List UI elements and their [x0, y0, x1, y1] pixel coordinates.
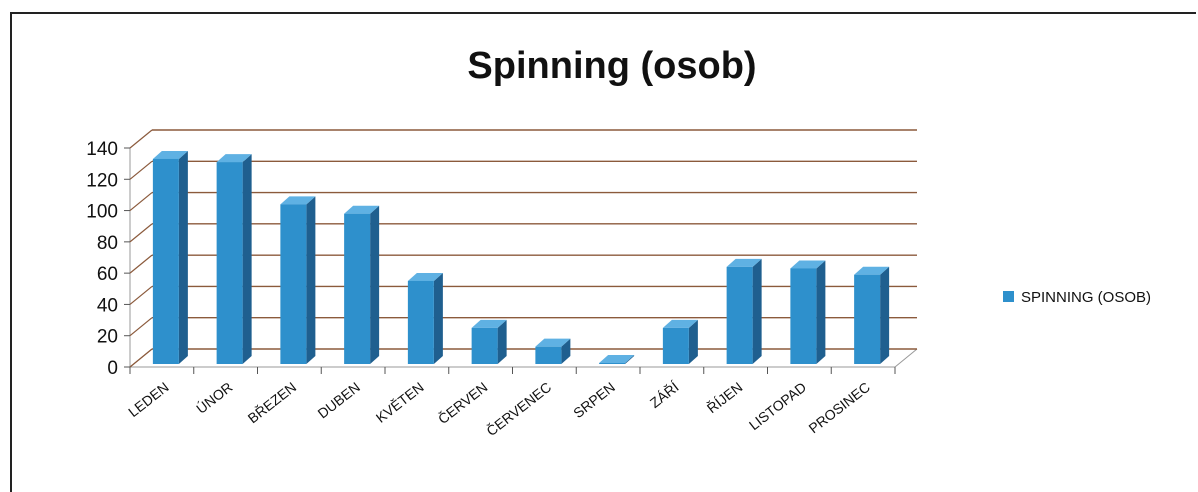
bar-side [370, 205, 380, 364]
bar-front [471, 327, 498, 364]
bar-side [880, 266, 890, 364]
bar [535, 338, 571, 364]
x-tick-label: ZÁŘÍ [647, 379, 682, 411]
bar-top [662, 319, 698, 328]
x-tick-label: SRPEN [570, 379, 618, 421]
bar-front [854, 274, 881, 364]
chart-frame [10, 12, 1196, 492]
bar-top [344, 205, 380, 214]
bar-side [242, 154, 252, 364]
y-tick-label: 120 [86, 170, 118, 191]
x-tick-label: BŘEZEN [245, 379, 300, 427]
bar [280, 196, 316, 364]
bar-side [752, 258, 762, 364]
bar-side [816, 260, 826, 364]
bar-front [344, 213, 371, 364]
y-tick-label: 20 [97, 327, 118, 348]
y-tick-label: 40 [97, 295, 118, 316]
bar-side [306, 196, 316, 364]
bar [344, 205, 380, 364]
bar-front [216, 162, 243, 364]
y-tick-label: 0 [107, 358, 118, 379]
bar-front [726, 266, 753, 364]
bar-top [280, 196, 316, 205]
legend: SPINNING (OSOB) [1003, 289, 1151, 306]
bar [854, 266, 890, 364]
chart-title: Spinning (osob) [467, 45, 756, 87]
bar-side [625, 355, 635, 364]
legend-swatch [1003, 291, 1014, 302]
bar [152, 150, 188, 364]
bar-top [726, 258, 762, 267]
bar [726, 258, 762, 364]
x-tick-label: LEDEN [125, 379, 172, 420]
y-tick-label: 140 [86, 139, 118, 160]
bar [216, 154, 252, 364]
bar [471, 319, 507, 364]
bar [662, 319, 698, 364]
bar-top [790, 260, 826, 269]
bar-top [599, 355, 635, 363]
bar-side [688, 319, 698, 364]
bar-front [662, 327, 689, 364]
bar-side [178, 150, 188, 364]
bar-top [471, 319, 507, 328]
bar-top [216, 154, 252, 163]
x-tick-label: ČERVENEC [483, 379, 554, 439]
bar-front [152, 158, 179, 364]
x-tick-label: KVĚTEN [373, 379, 427, 426]
legend-label: SPINNING (OSOB) [1021, 289, 1151, 306]
x-tick-label: PROSINEC [805, 379, 872, 437]
bar-front [790, 268, 817, 364]
bar-side [561, 338, 571, 364]
bar-top [152, 150, 188, 159]
bar-side [433, 272, 443, 364]
bar-top [407, 272, 443, 281]
y-tick-label: 100 [86, 202, 118, 223]
bar-front [280, 204, 307, 364]
y-tick-label: 60 [97, 264, 118, 285]
bar [599, 355, 635, 364]
x-tick-label: ČERVEN [435, 379, 491, 427]
x-tick-label: ŘÍJEN [704, 379, 746, 417]
x-tick-label: ÚNOR [193, 379, 235, 417]
bar-front [535, 346, 562, 364]
y-tick-label: 80 [97, 233, 118, 254]
bar [790, 260, 826, 364]
bar-top [854, 266, 890, 275]
bar-top [535, 338, 571, 347]
bar-front [407, 280, 434, 364]
bar-front [599, 363, 626, 364]
bar [407, 272, 443, 364]
x-tick-label: LISTOPAD [746, 379, 809, 433]
x-tick-label: DUBEN [314, 379, 362, 422]
bar-side [497, 319, 507, 364]
